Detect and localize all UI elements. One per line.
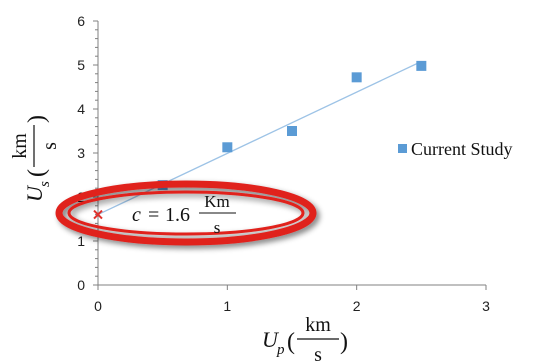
annotation-lhs: c bbox=[132, 204, 141, 226]
y-axis-label-open-paren: ( bbox=[24, 169, 50, 177]
x-axis-label: U p ( km s ) bbox=[262, 314, 348, 363]
data-points bbox=[157, 60, 427, 191]
data-point bbox=[222, 142, 233, 153]
intercept-marker bbox=[93, 209, 103, 220]
annotation-unit-denominator: s bbox=[214, 218, 221, 237]
x-tick-label: 3 bbox=[482, 298, 490, 314]
y-axis-label: U s ( km s ) bbox=[9, 115, 61, 202]
y-axis-label-denominator: s bbox=[39, 142, 61, 150]
legend: Current Study bbox=[398, 139, 513, 159]
annotation-highlight bbox=[55, 180, 317, 246]
data-point bbox=[416, 60, 427, 71]
y-tick-label: 5 bbox=[77, 57, 85, 73]
annotation-equals: = bbox=[148, 204, 159, 226]
annotation-ring-outer bbox=[55, 180, 317, 246]
axes: 0 1 2 3 4 5 6 0 1 2 3 bbox=[77, 13, 490, 314]
trendline bbox=[97, 60, 422, 216]
x-axis-label-symbol: U bbox=[262, 327, 280, 352]
legend-swatch bbox=[398, 144, 407, 153]
y-axis-label-symbol: U bbox=[22, 184, 47, 202]
y-axis-label-numerator: km bbox=[9, 133, 31, 159]
x-axis-label-denominator: s bbox=[314, 344, 322, 363]
y-tick-label: 1 bbox=[77, 233, 85, 249]
x-axis-label-open-paren: ( bbox=[287, 329, 295, 355]
data-point bbox=[351, 72, 362, 83]
x-axis-label-close-paren: ) bbox=[340, 329, 348, 355]
y-tick-label: 6 bbox=[77, 13, 85, 29]
x-tick-label: 2 bbox=[353, 298, 361, 314]
y-axis-label-close-paren: ) bbox=[24, 115, 50, 123]
annotation-equation: c = 1.6 Km s bbox=[132, 192, 236, 237]
x-tick-label: 1 bbox=[223, 298, 231, 314]
trendline-line bbox=[97, 60, 422, 216]
x-axis-label-subscript: p bbox=[276, 342, 285, 358]
y-tick-label: 0 bbox=[77, 277, 85, 293]
x-axis-label-numerator: km bbox=[305, 314, 331, 336]
legend-label: Current Study bbox=[411, 139, 513, 159]
x-tick-label: 0 bbox=[94, 298, 102, 314]
y-tick-label: 4 bbox=[77, 101, 85, 117]
y-axis-label-subscript: s bbox=[37, 181, 53, 187]
annotation-unit-numerator: Km bbox=[204, 192, 230, 211]
y-tick-label: 3 bbox=[77, 145, 85, 161]
annotation-ring-inner bbox=[67, 190, 305, 236]
x-axis-ticks: 0 1 2 3 bbox=[94, 285, 490, 314]
x-icon bbox=[93, 209, 103, 220]
annotation-value: 1.6 bbox=[165, 204, 190, 226]
data-point bbox=[287, 126, 297, 136]
